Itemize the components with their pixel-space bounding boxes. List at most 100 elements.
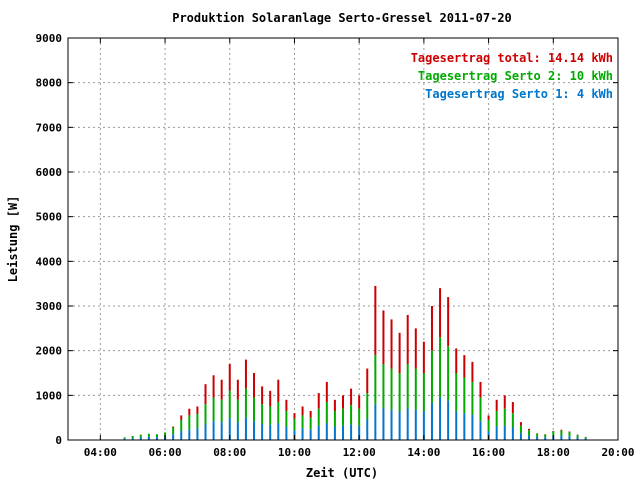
bar-serto2 (463, 377, 466, 414)
bar-total (511, 402, 514, 414)
bar-serto2 (131, 435, 134, 439)
bar-serto1 (350, 424, 353, 440)
bar-serto1 (422, 411, 425, 440)
y-tick-label: 8000 (36, 77, 63, 90)
bar-total (261, 386, 264, 405)
x-tick-label: 16:00 (472, 446, 505, 459)
bar-serto2 (447, 346, 450, 401)
bar-serto1 (366, 419, 369, 440)
bar-total (228, 364, 231, 391)
bar-total (398, 332, 401, 373)
bar-total (317, 393, 320, 409)
bar-serto1 (220, 422, 223, 440)
bar-serto1 (528, 435, 531, 440)
x-tick-label: 10:00 (278, 446, 311, 459)
bar-serto2 (366, 393, 369, 420)
bar-total (293, 413, 296, 419)
bar-serto1 (333, 426, 336, 440)
bar-serto2 (390, 368, 393, 410)
bar-serto2 (471, 381, 474, 415)
bar-total (406, 314, 409, 365)
bar-serto1 (253, 421, 256, 440)
bar-serto1 (285, 426, 288, 440)
bar-serto2 (301, 415, 304, 429)
bar-serto1 (406, 407, 409, 440)
y-tick-label: 1000 (36, 389, 63, 402)
bar-serto1 (139, 437, 142, 440)
bar-serto2 (228, 390, 231, 419)
bar-serto2 (147, 433, 150, 437)
bar-serto2 (544, 434, 547, 438)
y-tick-label: 6000 (36, 166, 63, 179)
bar-serto1 (172, 434, 175, 440)
bar-serto1 (374, 404, 377, 440)
bar-serto2 (528, 430, 531, 436)
bar-serto2 (503, 408, 506, 426)
bar-serto1 (511, 427, 514, 440)
bar-total (212, 375, 215, 398)
legend-entry-serto2: Tagesertrag Serto 2: 10 kWh (418, 69, 613, 83)
bar-serto1 (544, 437, 547, 440)
y-tick-label: 5000 (36, 211, 63, 224)
y-tick-label: 4000 (36, 255, 63, 268)
bar-total (471, 361, 474, 382)
bar-total (342, 395, 344, 409)
bar-serto2 (495, 410, 498, 427)
bar-serto1 (495, 426, 498, 440)
bar-serto2 (350, 405, 353, 425)
bar-total (180, 415, 183, 420)
bar-serto1 (261, 423, 264, 440)
bar-serto2 (317, 408, 320, 426)
bar-total (390, 319, 393, 369)
bar-serto1 (309, 429, 312, 440)
bar-serto1 (147, 436, 150, 440)
bar-serto1 (430, 402, 433, 440)
bar-serto2 (269, 406, 272, 425)
x-axis: 04:00 06:00 08:00 10:00 12:00 14:00 16:00 18:00… (84, 38, 635, 459)
bar-serto2 (277, 402, 280, 424)
bar-serto2 (180, 419, 183, 432)
bar-serto2 (422, 373, 425, 412)
bar-serto2 (212, 397, 215, 422)
bar-serto1 (244, 417, 247, 440)
legend: Tagesertrag total: 14.14 kWh Tagesertrag … (411, 51, 613, 101)
bar-serto1 (390, 409, 393, 440)
bar-total (560, 429, 563, 431)
y-tick-label: 2000 (36, 345, 63, 358)
x-tick-label: 12:00 (343, 446, 376, 459)
bar-serto2 (309, 417, 312, 430)
bar-serto1 (212, 421, 215, 440)
bar-serto1 (342, 425, 344, 440)
bar-serto1 (269, 424, 272, 440)
bar-total (430, 306, 433, 351)
bar-serto2 (244, 388, 247, 418)
bar-total (236, 379, 239, 400)
bar-serto2 (536, 433, 539, 437)
bar-serto2 (204, 404, 207, 424)
bar-serto2 (342, 408, 344, 426)
bar-total (172, 426, 175, 428)
bar-total (374, 285, 377, 356)
bar-total (196, 406, 199, 415)
bar-serto2 (430, 350, 433, 403)
bar-serto1 (123, 438, 126, 440)
bar-serto1 (382, 407, 385, 440)
bar-serto1 (155, 437, 158, 440)
bar-serto2 (552, 431, 555, 436)
x-tick-label: 18:00 (537, 446, 570, 459)
bar-total (463, 355, 466, 378)
bar-serto1 (180, 431, 183, 440)
bar-serto1 (301, 428, 304, 440)
bar-serto1 (471, 414, 474, 440)
x-tick-label: 06:00 (148, 446, 181, 459)
x-axis-title: Zeit (UTC) (306, 466, 378, 480)
y-tick-label: 0 (55, 434, 62, 447)
bar-total (350, 388, 353, 406)
bar-total (358, 395, 361, 409)
bar-serto2 (261, 404, 264, 424)
bar-serto1 (463, 413, 466, 440)
bar-serto2 (439, 337, 442, 398)
bar-serto1 (560, 435, 563, 440)
bar-serto1 (447, 400, 450, 440)
y-tick-label: 3000 (36, 300, 63, 313)
